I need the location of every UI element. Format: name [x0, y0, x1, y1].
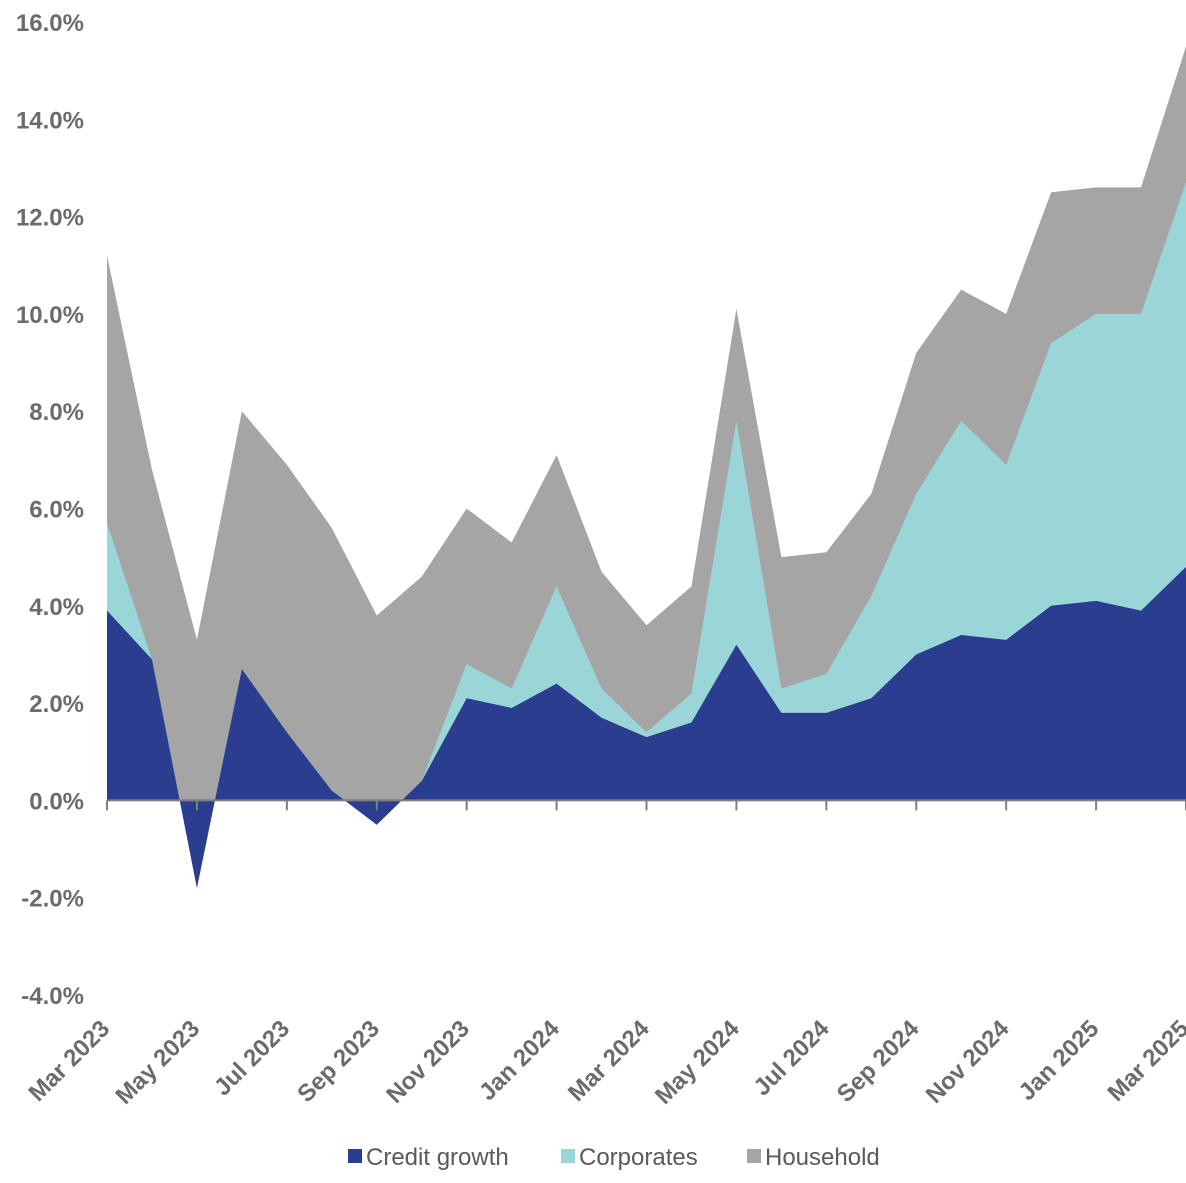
y-tick-label: 8.0% [29, 399, 84, 426]
x-tick-label: May 2023 [111, 1015, 206, 1110]
y-tick-label: 4.0% [29, 594, 84, 621]
x-tick-label: Sep 2023 [292, 1015, 385, 1108]
x-tick-label: Mar 2024 [563, 1015, 655, 1107]
y-tick-label: 16.0% [16, 10, 84, 37]
legend-item: Credit growth [348, 1144, 509, 1171]
x-tick-label: Sep 2024 [832, 1015, 925, 1108]
x-tick-label: Mar 2023 [23, 1015, 115, 1107]
legend-label: Household [765, 1144, 880, 1171]
y-axis-labels: 16.0% 14.0% 12.0% 10.0% 8.0% 6.0% 4.0% 2.0% 0.0%… [16, 10, 84, 1010]
legend-item: Corporates [561, 1144, 698, 1171]
x-tick-label: Jul 2023 [209, 1015, 295, 1101]
y-tick-label: 10.0% [16, 302, 84, 329]
legend-swatch [561, 1149, 575, 1163]
y-tick-label: 14.0% [16, 107, 84, 134]
legend: Credit growth Corporates Household [348, 1144, 880, 1171]
legend-swatch [747, 1149, 761, 1163]
area-series-group [107, 46, 1186, 888]
x-tick-label: May 2024 [650, 1015, 745, 1110]
x-tick-label: Jul 2024 [748, 1015, 835, 1102]
y-tick-label: -4.0% [21, 983, 84, 1010]
x-tick-label: Jan 2025 [1014, 1015, 1105, 1106]
legend-item: Household [747, 1144, 880, 1171]
y-tick-label: 6.0% [29, 497, 84, 524]
y-tick-label: 2.0% [29, 691, 84, 718]
y-tick-label: 0.0% [29, 788, 84, 815]
y-tick-label: 12.0% [16, 205, 84, 232]
x-tick-label: Nov 2024 [921, 1015, 1015, 1109]
legend-label: Credit growth [366, 1144, 509, 1171]
y-tick-label: -2.0% [21, 886, 84, 913]
x-tick-label: Mar 2025 [1102, 1015, 1186, 1107]
x-tick-label: Nov 2023 [381, 1015, 475, 1109]
x-axis-ticks [106, 800, 1186, 811]
legend-swatch [348, 1149, 362, 1163]
x-tick-label: Jan 2024 [474, 1015, 565, 1106]
legend-label: Corporates [579, 1144, 698, 1171]
